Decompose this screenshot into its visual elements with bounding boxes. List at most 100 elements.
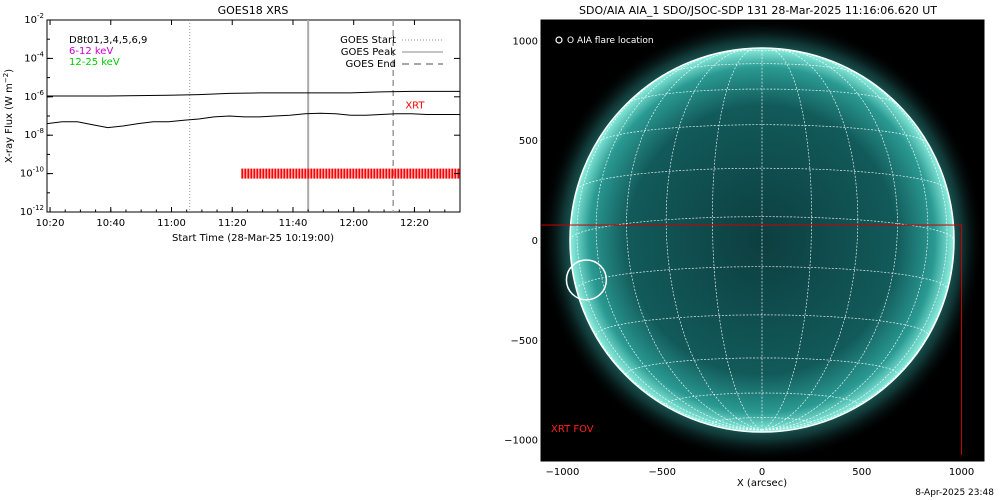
goes-y-tick-label: 10-6	[24, 89, 44, 103]
goes-legend-label: GOES End	[346, 59, 396, 70]
goes-y-tick-label: 10-12	[20, 204, 44, 218]
footer-timestamp: 8-Apr-2025 23:48	[915, 488, 994, 498]
aia-image-title: SDO/AIA AIA_1 SDO/JSOC-SDP 131 28-Mar-20…	[579, 4, 937, 17]
grid-latitude-line	[665, 392, 859, 405]
xrt-observation-bar	[367, 168, 370, 179]
aia-x-tick-label: 0	[759, 467, 765, 478]
xrt-observation-bar	[385, 168, 388, 179]
xrt-observation-bar	[391, 168, 394, 179]
aia-x-tick-label: 500	[852, 467, 871, 478]
grid-longitude-line	[761, 48, 859, 431]
xrt-observation-bar	[388, 168, 391, 179]
grid-latitude-line	[628, 88, 896, 104]
goes-x-tick-label: 12:00	[339, 218, 368, 229]
xrt-observation-bar	[259, 168, 262, 179]
xrt-observation-bar	[280, 168, 283, 179]
aia-x-tick-label: −1000	[546, 467, 580, 478]
xrt-observation-bar	[361, 168, 364, 179]
xrt-observation-bar	[427, 168, 430, 179]
grid-longitude-line	[665, 48, 763, 431]
xrt-observation-bar	[274, 168, 277, 179]
aia-image-area: XRT FOV O AIA flare location	[541, 20, 984, 461]
xrt-observation-bar	[250, 168, 253, 179]
xrt-observation-bar	[310, 168, 313, 179]
xrt-observation-bar	[442, 168, 445, 179]
xrt-observation-bar	[382, 168, 385, 179]
xrt-observation-bar	[352, 168, 355, 179]
grid-longitude-line	[712, 48, 763, 431]
xrt-observation-bar	[262, 168, 265, 179]
xrt-observation-bar	[409, 168, 412, 179]
goes-x-tick-label: 11:20	[218, 218, 247, 229]
xrt-observation-bar	[403, 168, 406, 179]
goes-y-axis-label: X-ray Flux (W m−2)	[2, 69, 15, 163]
xrt-fov-label: XRT FOV	[551, 424, 594, 435]
xrt-observation-bar	[433, 168, 436, 179]
goes-plot-area: XRT	[47, 20, 460, 212]
xrt-observation-bar	[325, 168, 328, 179]
xrt-observation-bar	[415, 168, 418, 179]
aia-x-tick-label: −500	[648, 467, 675, 478]
xrt-observation-bar	[268, 168, 271, 179]
xrt-observation-bar	[421, 168, 424, 179]
xrt-observation-bar	[424, 168, 427, 179]
goes-y-tick-label: 10-10	[20, 166, 44, 180]
grid-longitude-line	[626, 50, 763, 431]
goes-x-tick-label: 10:40	[96, 218, 125, 229]
xrt-fov-box	[541, 224, 963, 461]
goes-legend-label: GOES Peak	[341, 47, 396, 58]
goes-channel-label: 6-12 keV	[69, 46, 113, 57]
goes-x-tick-label: 11:40	[279, 218, 308, 229]
aia-x-axis-label: X (arcsec)	[737, 478, 787, 489]
grid-longitude-line	[595, 52, 763, 431]
xrt-observation-bar	[307, 168, 310, 179]
grid-longitude-line	[761, 50, 898, 431]
heliographic-grid	[570, 48, 954, 431]
goes-channel-label: D8t01,3,4,5,6,9	[69, 35, 147, 46]
aia-axes: −1000 −500 0 500 1000 1000 500 0 −500 −1000	[504, 19, 984, 478]
xrt-observation-bar	[343, 168, 346, 179]
aia-y-tick-label: 1000	[513, 36, 538, 47]
xrt-observation-bar	[256, 168, 259, 179]
xrt-observation-bar	[286, 168, 289, 179]
grid-latitude-line	[570, 216, 954, 241]
goes-y-tick-label: 10-4	[24, 50, 44, 64]
solar-limb	[569, 47, 955, 433]
xrt-observation-bar	[439, 168, 442, 179]
xrt-observation-bar	[445, 168, 448, 179]
xrt-observation-bar	[247, 168, 250, 179]
xrt-observation-bar	[244, 168, 247, 179]
xrt-observation-bar	[412, 168, 415, 179]
goes-channel-label: 12-25 keV	[69, 57, 120, 68]
xrt-observation-bar	[358, 168, 361, 179]
goes-x-tick-label: 12:20	[400, 218, 429, 229]
xrt-observation-bar	[448, 168, 451, 179]
xrt-observation-bar	[337, 168, 340, 179]
xrt-observation-bar	[400, 168, 403, 179]
grid-longitude-line	[761, 48, 812, 431]
xrt-observation-bar	[334, 168, 337, 179]
goes-x-axis-label: Start Time (28-Mar-25 10:19:00)	[172, 233, 334, 244]
aia-y-tick-label: 500	[519, 136, 538, 147]
grid-longitude-line	[761, 52, 929, 431]
goes-x-tick-label: 11:00	[157, 218, 186, 229]
xrt-observation-bar	[277, 168, 280, 179]
goes-legend-label: GOES Start	[340, 35, 396, 46]
xrt-observation-bar	[265, 168, 268, 179]
goes-axes: 10:20 10:40 11:00 11:20 11:40 12:00 12:20 10-2 1…	[20, 12, 461, 229]
xrt-observation-bar	[394, 168, 397, 179]
xrt-observation-bar	[406, 168, 409, 179]
goes-y-tick-label: 10-2	[24, 12, 44, 26]
xrt-observation-bar	[283, 168, 286, 179]
xrt-observation-bar	[316, 168, 319, 179]
aia-x-tick-label: 1000	[949, 467, 974, 478]
goes-xrs-panel: GOES18 XRS XRT 10:20 10:40 11:00 11:20 11:40…	[2, 4, 461, 244]
xrt-observation-bar	[298, 168, 301, 179]
goes-plot-frame	[46, 19, 461, 213]
xrt-label: XRT	[405, 100, 425, 111]
goes-series-line	[47, 112, 460, 129]
xrt-observation-bar	[292, 168, 295, 179]
